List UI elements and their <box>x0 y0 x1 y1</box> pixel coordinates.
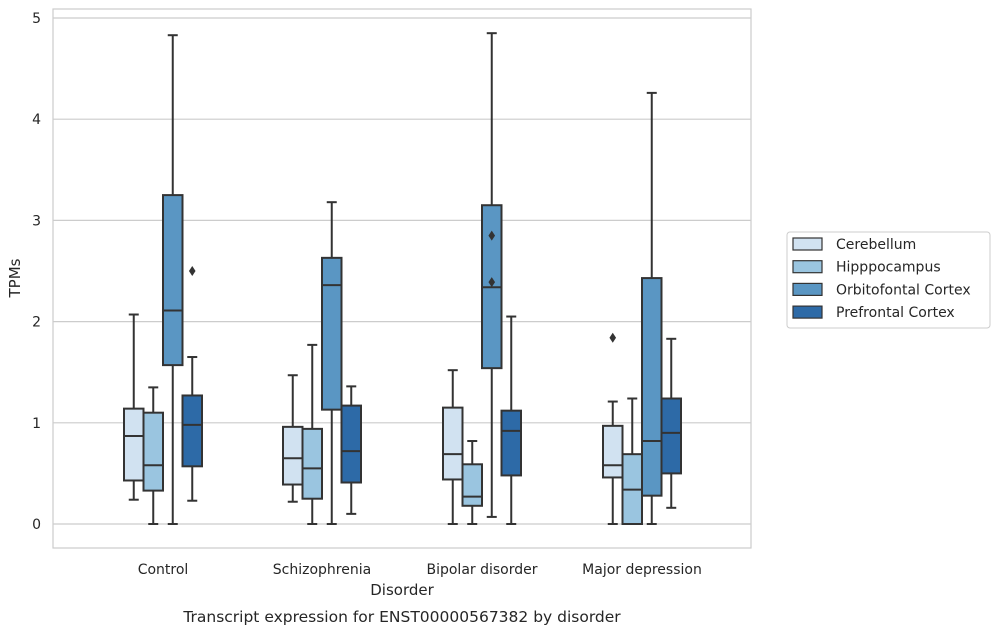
box-hipppocampus <box>621 397 643 525</box>
box-cerebellum <box>442 369 464 525</box>
legend: Cerebellum Hipppocampus Orbitofontal Corte… <box>786 231 991 329</box>
box-iqr <box>282 425 304 486</box>
legend-swatch <box>792 260 823 274</box>
box-iqr <box>321 256 343 411</box>
x-tick-label: Major depression <box>582 562 702 578</box>
box-hipppocampus <box>461 440 483 525</box>
box-hipppocampus <box>142 386 164 525</box>
box-iqr <box>123 407 145 482</box>
legend-label: Orbitofontal Cortex <box>836 282 971 298</box>
outlier-marker <box>188 266 196 276</box>
box-iqr <box>641 277 663 497</box>
box-iqr <box>660 397 682 475</box>
legend-label: Cerebellum <box>836 237 916 253</box>
x-tick-label: Schizophrenia <box>273 562 371 578</box>
legend-swatch <box>792 282 823 296</box>
x-tick-label: Bipolar disorder <box>426 562 537 578</box>
box-iqr <box>301 427 323 500</box>
box-orbitofontal-cortex <box>162 34 184 525</box>
y-axis-label: TPMs <box>6 258 24 298</box>
box-cerebellum <box>602 332 624 525</box>
y-tick-label: 2 <box>32 315 41 331</box>
y-tick-label: 0 <box>32 517 41 533</box>
legend-frame <box>786 231 991 329</box>
chart-caption: Transcript expression for ENST0000056738… <box>182 608 621 626</box>
y-tick-label: 1 <box>32 416 41 432</box>
box-orbitofontal-cortex <box>481 32 503 518</box>
box-hipppocampus <box>301 343 323 525</box>
legend-items: Cerebellum Hipppocampus Orbitofontal Corte… <box>792 237 971 321</box>
box-iqr <box>461 463 483 507</box>
box-prefrontal-cortex <box>660 337 682 509</box>
box-orbitofontal-cortex <box>321 201 343 525</box>
box-iqr <box>142 411 164 492</box>
box-prefrontal-cortex <box>340 385 362 515</box>
legend-label: Hipppocampus <box>836 260 941 276</box>
outlier-marker <box>488 277 496 288</box>
legend-swatch <box>792 305 823 319</box>
box-iqr <box>162 194 184 367</box>
y-tick-label: 3 <box>32 213 41 229</box>
y-tick-label: 5 <box>32 11 41 27</box>
legend-swatch <box>792 237 823 251</box>
legend-label: Prefrontal Cortex <box>836 305 955 321</box>
box-iqr <box>500 409 522 477</box>
box-prefrontal-cortex <box>500 315 522 525</box>
x-tick-label: Control <box>138 562 189 578</box>
x-axis-label: Disorder <box>370 581 434 599</box>
box-iqr <box>181 394 203 468</box>
outlier-marker <box>609 332 617 343</box>
box-prefrontal-cortex <box>181 266 203 502</box>
boxes <box>123 32 682 525</box>
x-axis-ticks: Control Schizophrenia Bipolar disorder Majo… <box>138 562 702 578</box>
box-iqr <box>340 404 362 484</box>
box-iqr <box>602 424 624 479</box>
y-tick-label: 4 <box>32 112 41 128</box>
box-iqr <box>442 406 464 481</box>
outlier-marker <box>488 230 496 241</box>
box-orbitofontal-cortex <box>641 91 663 525</box>
y-axis-ticks: 0 1 2 3 4 5 <box>32 11 41 533</box>
